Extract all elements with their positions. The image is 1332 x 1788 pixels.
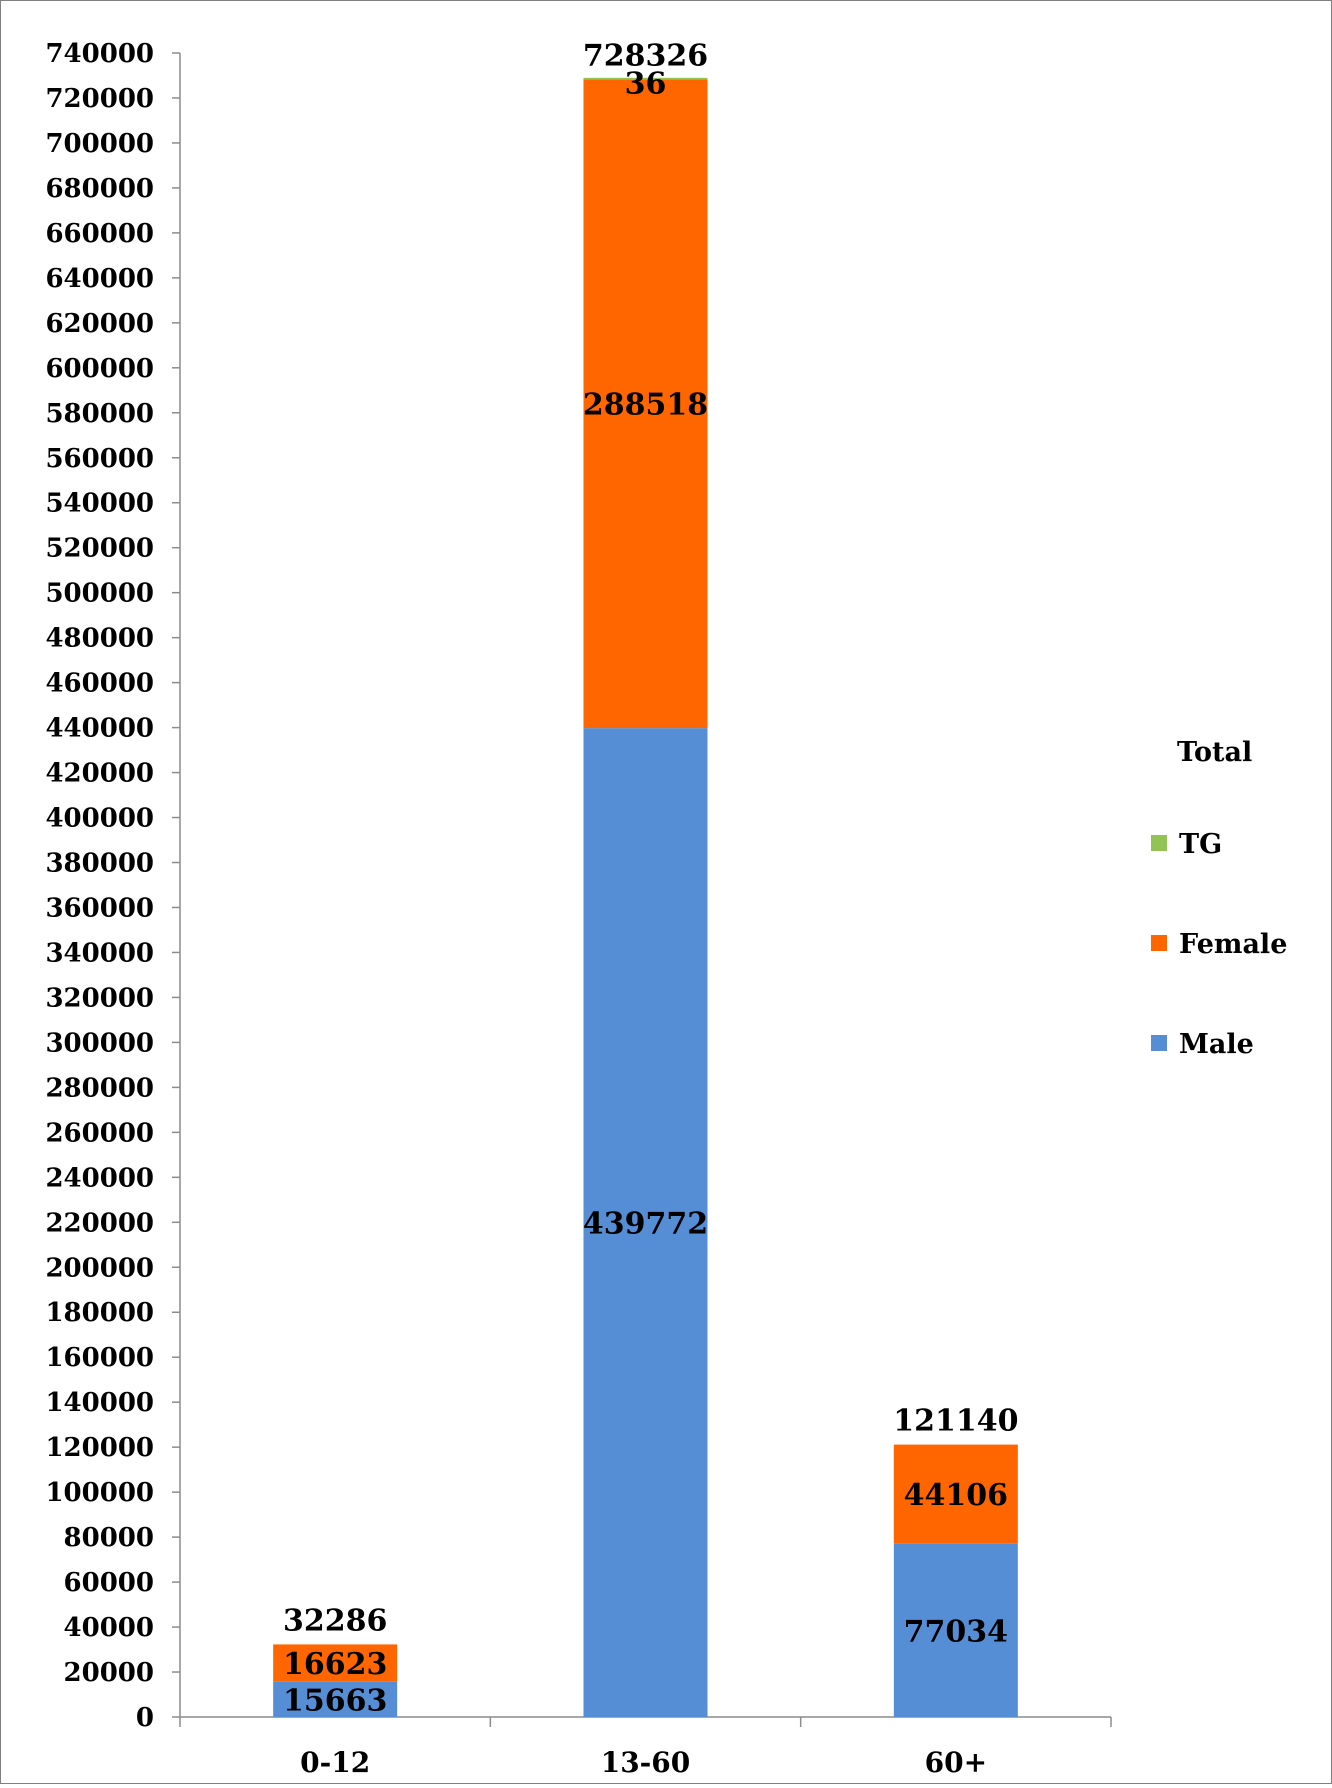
bar-female-60+ — [893, 1444, 1018, 1544]
y-tick-label: 180000 — [45, 1298, 154, 1328]
bar-male-13-60 — [583, 728, 708, 1717]
y-tick-label: 680000 — [45, 174, 154, 204]
total-label-0-12: 32286 — [283, 1603, 387, 1638]
y-tick-label: 480000 — [45, 624, 154, 654]
y-tick-label: 400000 — [45, 804, 154, 834]
y-axis-ticks: 0 20000 40000 60000 80000 100000 120000 140000 1… — [45, 39, 180, 1733]
y-tick-label: 720000 — [45, 84, 154, 114]
total-label-60+: 121140 — [893, 1404, 1018, 1439]
bar-female-13-60 — [583, 79, 708, 729]
y-tick-label: 280000 — [45, 1073, 154, 1103]
legend-title: Total — [1177, 737, 1252, 768]
y-tick-label: 460000 — [45, 669, 154, 699]
y-tick-label: 120000 — [45, 1433, 154, 1463]
y-tick-label: 420000 — [45, 759, 154, 789]
y-tick-label: 360000 — [45, 893, 154, 923]
legend-swatch-male — [1151, 1035, 1167, 1051]
legend-label-tg: TG — [1179, 829, 1222, 860]
total-label-13-60: 728326 — [583, 38, 708, 73]
y-tick-label: 620000 — [45, 309, 154, 339]
y-tick-label: 160000 — [45, 1343, 154, 1373]
y-tick-label: 380000 — [45, 849, 154, 879]
y-tick-label: 40000 — [64, 1613, 154, 1643]
y-tick-label: 600000 — [45, 354, 154, 384]
y-tick-label: 560000 — [45, 444, 154, 474]
y-tick-label: 240000 — [45, 1163, 154, 1193]
segment-label-female-0-12: 16623 — [283, 1647, 387, 1682]
y-tick-label: 640000 — [45, 264, 154, 294]
y-tick-label: 500000 — [45, 579, 154, 609]
y-tick-label: 520000 — [45, 534, 154, 564]
y-tick-label: 260000 — [45, 1118, 154, 1148]
segment-label-male-13-60: 439772 — [583, 1207, 708, 1242]
legend-swatch-tg — [1151, 835, 1167, 851]
bar-female-0-12 — [273, 1644, 398, 1682]
y-tick-label: 20000 — [64, 1658, 154, 1688]
y-tick-label: 580000 — [45, 399, 154, 429]
x-category-label: 0-12 — [300, 1746, 370, 1779]
legend: Total TG Female Male — [1151, 737, 1287, 1060]
legend-label-female: Female — [1179, 929, 1287, 960]
segment-label-tg-13-60: 36 — [625, 66, 667, 101]
y-tick-label: 220000 — [45, 1208, 154, 1238]
y-tick-label: 100000 — [45, 1478, 154, 1508]
y-tick-label: 140000 — [45, 1388, 154, 1418]
y-tick-label: 440000 — [45, 714, 154, 744]
y-tick-label: 200000 — [45, 1253, 154, 1283]
y-tick-label: 340000 — [45, 938, 154, 968]
segment-label-female-60+: 44106 — [904, 1478, 1008, 1513]
y-tick-label: 300000 — [45, 1028, 154, 1058]
bar-male-0-12 — [273, 1681, 398, 1717]
y-tick-label: 80000 — [64, 1523, 154, 1553]
x-category-label: 13-60 — [601, 1746, 691, 1779]
legend-swatch-female — [1151, 935, 1167, 951]
bars — [273, 77, 1018, 1717]
y-tick-label: 700000 — [45, 129, 154, 159]
y-tick-label: 740000 — [45, 39, 154, 69]
y-tick-label: 0 — [136, 1703, 154, 1733]
segment-label-male-60+: 77034 — [904, 1614, 1008, 1649]
y-tick-label: 540000 — [45, 489, 154, 519]
legend-label-male: Male — [1179, 1029, 1254, 1060]
y-tick-label: 60000 — [64, 1568, 154, 1598]
segment-label-male-0-12: 15663 — [283, 1683, 387, 1718]
segment-label-female-13-60: 288518 — [583, 388, 708, 423]
bar-male-60+ — [893, 1543, 1018, 1717]
x-axis-categories: 0-12 13-60 60+ — [300, 1746, 987, 1779]
x-category-label: 60+ — [925, 1746, 987, 1779]
y-tick-label: 320000 — [45, 983, 154, 1013]
bar-tg-13-60 — [583, 77, 708, 80]
y-tick-label: 660000 — [45, 219, 154, 249]
